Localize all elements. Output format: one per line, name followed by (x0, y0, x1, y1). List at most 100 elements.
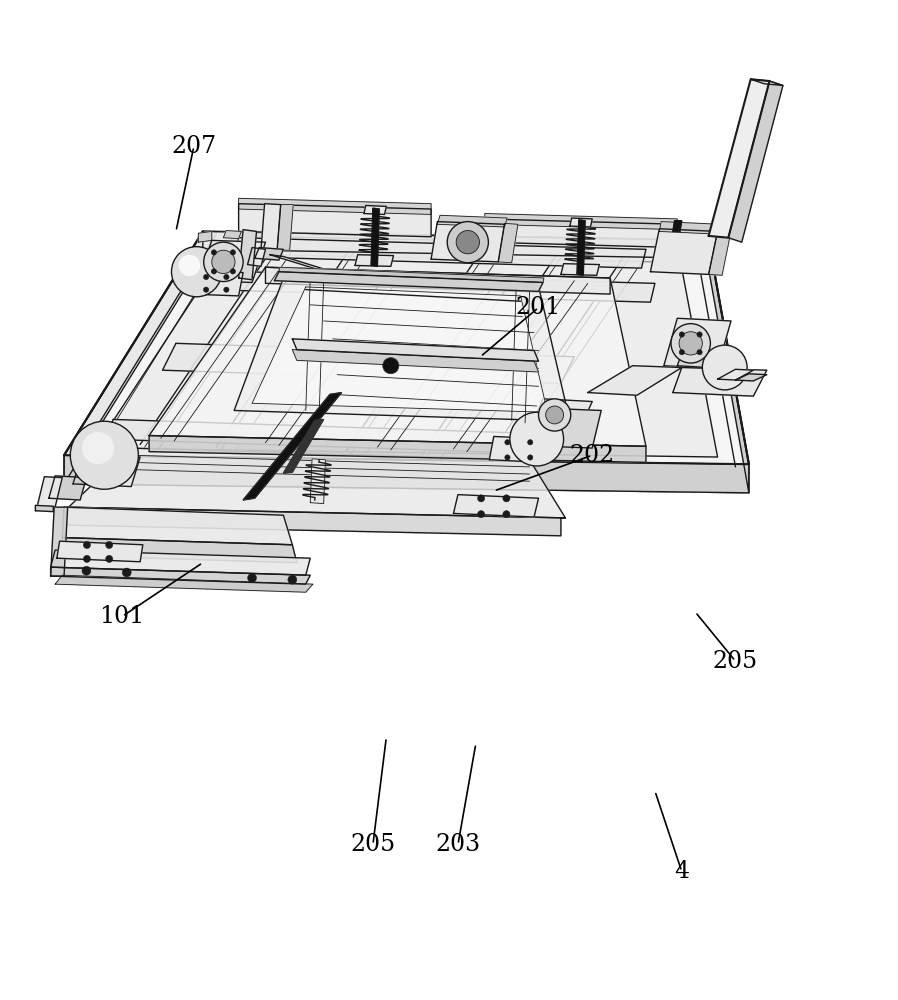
Text: 101: 101 (100, 605, 145, 628)
Circle shape (179, 255, 200, 276)
Circle shape (211, 250, 216, 255)
Polygon shape (64, 231, 749, 464)
Polygon shape (548, 409, 601, 448)
Polygon shape (355, 255, 393, 266)
Circle shape (230, 269, 235, 274)
Polygon shape (570, 218, 593, 227)
Polygon shape (437, 215, 507, 227)
Circle shape (211, 269, 216, 274)
Polygon shape (203, 231, 709, 258)
Polygon shape (224, 231, 242, 239)
Polygon shape (275, 272, 543, 291)
Circle shape (510, 412, 564, 466)
Text: 207: 207 (172, 135, 216, 158)
Polygon shape (239, 272, 655, 302)
Circle shape (82, 566, 91, 575)
Polygon shape (431, 222, 505, 262)
Polygon shape (588, 366, 682, 395)
Circle shape (697, 332, 702, 337)
Circle shape (527, 455, 533, 460)
Polygon shape (243, 393, 341, 500)
Text: 205: 205 (350, 833, 395, 856)
Polygon shape (485, 219, 677, 248)
Polygon shape (709, 231, 731, 275)
Polygon shape (270, 255, 332, 272)
Circle shape (204, 287, 209, 292)
Polygon shape (709, 79, 770, 238)
Polygon shape (561, 264, 599, 275)
Circle shape (248, 573, 257, 582)
Polygon shape (50, 567, 310, 584)
Polygon shape (659, 222, 719, 234)
Polygon shape (728, 81, 783, 242)
Circle shape (527, 440, 533, 445)
Polygon shape (489, 436, 548, 462)
Circle shape (84, 541, 91, 549)
Polygon shape (577, 220, 585, 275)
Polygon shape (239, 204, 431, 237)
Polygon shape (149, 267, 646, 446)
Text: 4: 4 (674, 860, 690, 883)
Circle shape (106, 555, 113, 562)
Polygon shape (485, 214, 677, 230)
Polygon shape (677, 353, 744, 369)
Polygon shape (364, 205, 386, 214)
Circle shape (503, 495, 510, 502)
Polygon shape (310, 459, 325, 504)
Circle shape (679, 332, 684, 337)
Polygon shape (279, 267, 544, 282)
Polygon shape (498, 223, 518, 263)
Circle shape (456, 231, 480, 254)
Polygon shape (198, 231, 212, 242)
Polygon shape (277, 205, 294, 250)
Polygon shape (718, 369, 753, 380)
Polygon shape (64, 507, 566, 536)
Polygon shape (371, 208, 379, 266)
Circle shape (224, 274, 229, 280)
Polygon shape (35, 505, 53, 512)
Circle shape (204, 242, 243, 282)
Circle shape (82, 432, 114, 464)
Polygon shape (48, 476, 86, 500)
Circle shape (702, 345, 747, 390)
Polygon shape (104, 419, 516, 453)
Polygon shape (252, 287, 548, 412)
Circle shape (122, 568, 131, 577)
Polygon shape (255, 248, 284, 260)
Circle shape (230, 250, 235, 255)
Polygon shape (64, 260, 749, 493)
Polygon shape (68, 448, 566, 518)
Polygon shape (239, 198, 431, 214)
Polygon shape (530, 399, 593, 431)
Polygon shape (73, 454, 140, 487)
Polygon shape (239, 230, 257, 280)
Text: 203: 203 (436, 833, 480, 856)
Polygon shape (163, 343, 575, 384)
Circle shape (697, 350, 702, 355)
Polygon shape (650, 229, 718, 274)
Polygon shape (50, 550, 310, 575)
Polygon shape (64, 455, 749, 493)
Circle shape (447, 222, 489, 263)
Circle shape (478, 511, 485, 518)
Polygon shape (57, 541, 143, 562)
Polygon shape (203, 231, 709, 263)
Circle shape (84, 555, 91, 562)
Text: 201: 201 (515, 296, 561, 319)
Circle shape (106, 541, 113, 549)
Polygon shape (149, 436, 646, 462)
Circle shape (172, 247, 222, 297)
Circle shape (671, 324, 710, 363)
Circle shape (505, 440, 510, 445)
Polygon shape (62, 538, 297, 563)
Circle shape (70, 421, 138, 489)
Polygon shape (453, 495, 539, 517)
Circle shape (478, 495, 485, 502)
Polygon shape (751, 79, 783, 86)
Polygon shape (293, 339, 539, 361)
Polygon shape (284, 419, 323, 473)
Text: 205: 205 (713, 650, 758, 673)
Polygon shape (248, 248, 266, 266)
Polygon shape (234, 238, 646, 268)
Polygon shape (261, 204, 281, 250)
